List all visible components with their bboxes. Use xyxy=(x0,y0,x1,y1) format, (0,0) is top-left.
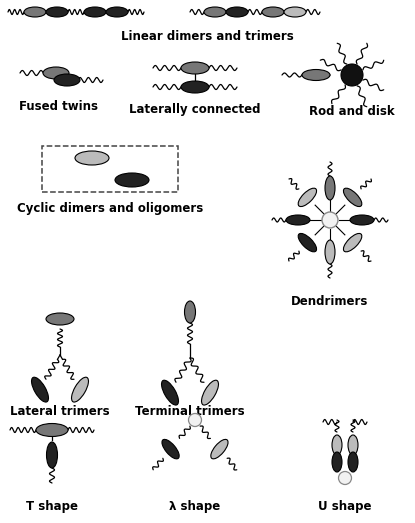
Ellipse shape xyxy=(286,215,310,225)
Ellipse shape xyxy=(106,7,128,17)
Ellipse shape xyxy=(298,188,317,207)
Ellipse shape xyxy=(332,435,342,455)
Ellipse shape xyxy=(181,81,209,93)
Ellipse shape xyxy=(185,301,195,323)
Ellipse shape xyxy=(262,7,284,17)
Text: Cyclic dimers and oligomers: Cyclic dimers and oligomers xyxy=(17,202,203,215)
Ellipse shape xyxy=(24,7,46,17)
Ellipse shape xyxy=(36,424,68,437)
Ellipse shape xyxy=(46,442,58,468)
Ellipse shape xyxy=(348,452,358,472)
Ellipse shape xyxy=(298,233,317,252)
Ellipse shape xyxy=(202,380,218,405)
Ellipse shape xyxy=(325,240,335,264)
Ellipse shape xyxy=(341,64,363,86)
Ellipse shape xyxy=(32,377,49,402)
Bar xyxy=(42,146,178,192)
Ellipse shape xyxy=(284,7,306,17)
Text: U shape: U shape xyxy=(318,500,372,513)
Text: Fused twins: Fused twins xyxy=(19,100,98,113)
Text: Dendrimers: Dendrimers xyxy=(291,295,369,308)
Text: λ shape: λ shape xyxy=(169,500,221,513)
Ellipse shape xyxy=(75,151,109,165)
Ellipse shape xyxy=(84,7,106,17)
Ellipse shape xyxy=(325,176,335,200)
Ellipse shape xyxy=(350,215,374,225)
Text: Terminal trimers: Terminal trimers xyxy=(135,405,245,418)
Ellipse shape xyxy=(188,414,202,426)
Ellipse shape xyxy=(204,7,226,17)
Ellipse shape xyxy=(226,7,248,17)
Ellipse shape xyxy=(211,439,228,459)
Ellipse shape xyxy=(344,188,362,207)
Ellipse shape xyxy=(344,233,362,252)
Ellipse shape xyxy=(46,7,68,17)
Text: Laterally connected: Laterally connected xyxy=(129,103,261,116)
Ellipse shape xyxy=(161,380,178,405)
Ellipse shape xyxy=(162,439,179,459)
Text: Lateral trimers: Lateral trimers xyxy=(10,405,110,418)
Text: T shape: T shape xyxy=(26,500,78,513)
Ellipse shape xyxy=(339,472,352,484)
Ellipse shape xyxy=(302,70,330,81)
Ellipse shape xyxy=(348,435,358,455)
Ellipse shape xyxy=(322,212,338,228)
Ellipse shape xyxy=(115,173,149,187)
Ellipse shape xyxy=(181,62,209,74)
Ellipse shape xyxy=(46,313,74,325)
Ellipse shape xyxy=(332,452,342,472)
Ellipse shape xyxy=(43,67,69,79)
Text: Linear dimers and trimers: Linear dimers and trimers xyxy=(121,30,294,43)
Text: Rod and disk: Rod and disk xyxy=(309,105,395,118)
Ellipse shape xyxy=(71,377,88,402)
Ellipse shape xyxy=(54,74,80,86)
